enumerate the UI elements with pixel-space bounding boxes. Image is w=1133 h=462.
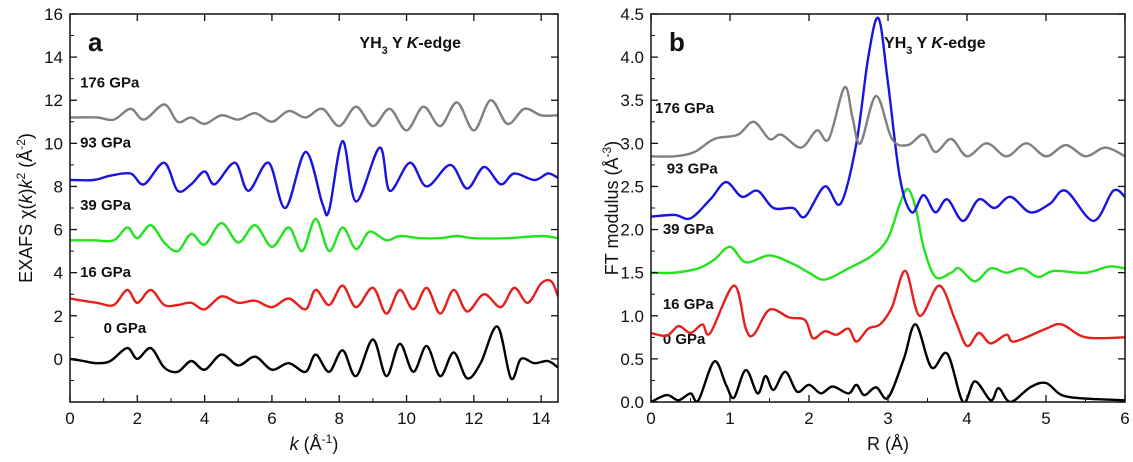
x-tick-label: 5 (1041, 409, 1050, 428)
y-tick-label: 1.0 (620, 307, 644, 326)
x-tick-label: 4 (962, 409, 971, 428)
y-tick-label: 1.5 (620, 264, 644, 283)
series-label: 16 GPa (663, 296, 715, 313)
series-label: 176 GPa (80, 74, 140, 91)
y-tick-label: 6 (54, 221, 63, 240)
y-tick-label: 4.5 (620, 5, 644, 24)
y-tick-label: 0.0 (620, 393, 644, 412)
x-tick-label: 1 (725, 409, 734, 428)
series-label: 176 GPa (655, 100, 715, 117)
panel-label: b (669, 27, 685, 57)
x-tick-label: 6 (1120, 409, 1129, 428)
y-tick-label: 4.0 (620, 48, 644, 67)
x-tick-label: 2 (804, 409, 813, 428)
x-tick-label: 0 (646, 409, 655, 428)
x-tick-label: 4 (200, 409, 209, 428)
series-label: 0 GPa (663, 331, 706, 348)
panel-label: a (88, 27, 103, 57)
edge-annotation: YH3 Y K-edge (359, 35, 461, 57)
y-axis-label: EXAFS χ(k)k2 (Å-2) (14, 133, 36, 283)
y-tick-label: 8 (54, 177, 63, 196)
plot-frame (69, 13, 559, 403)
x-tick-label: 10 (397, 409, 416, 428)
y-tick-label: 10 (44, 134, 63, 153)
x-tick-label: 0 (65, 409, 74, 428)
y-axis-label: FT modulus (Å-3) (600, 141, 622, 275)
series-line-176-gpa (70, 99, 558, 132)
series-label: 0 GPa (104, 320, 147, 337)
series-line-0-gpa (70, 325, 558, 381)
y-tick-label: 0.5 (620, 350, 644, 369)
series-label: 93 GPa (80, 135, 132, 152)
y-tick-label: 4 (54, 264, 63, 283)
series-line-176-gpa (651, 85, 1125, 158)
x-tick-label: 8 (335, 409, 344, 428)
series-label: 16 GPa (80, 264, 132, 281)
series-label: 39 GPa (80, 197, 132, 214)
x-tick-label: 2 (133, 409, 142, 428)
series-label: 39 GPa (663, 221, 715, 238)
x-tick-label: 6 (267, 409, 276, 428)
series-line-0-gpa (651, 323, 1125, 402)
series-label: 93 GPa (667, 161, 719, 178)
x-axis-label: R (Å) (867, 434, 909, 454)
y-tick-label: 12 (44, 91, 63, 110)
x-axis-label: k (Å-1) (290, 432, 339, 454)
y-tick-label: 2 (54, 307, 63, 326)
edge-annotation: YH3 Y K-edge (884, 35, 986, 57)
series-line-39-gpa (70, 217, 558, 253)
y-tick-label: 3.5 (620, 91, 644, 110)
y-tick-label: 14 (44, 48, 63, 67)
series-line-16-gpa (70, 278, 558, 315)
series-line-93-gpa (651, 16, 1125, 223)
x-tick-label: 3 (883, 409, 892, 428)
y-tick-label: 2.0 (620, 221, 644, 240)
panel-a: 0 GPa 16 GPa 39 GPa 93 GPa 176 GPa 0 2 4 6 8 10 12 1… (14, 5, 559, 454)
y-tick-label: 3.0 (620, 134, 644, 153)
series-line-16-gpa (651, 269, 1125, 348)
panel-b: 0 GPa 16 GPa 39 GPa 93 GPa 176 GPa 0 1 2 3 4 5 6 0.0… (600, 5, 1130, 454)
x-tick-label: 12 (464, 409, 483, 428)
x-tick-label: 14 (532, 409, 551, 428)
plot-frame (650, 13, 1126, 403)
y-tick-label: 0 (54, 350, 63, 369)
series-line-93-gpa (70, 139, 558, 217)
y-tick-label: 16 (44, 5, 63, 24)
series-line-39-gpa (651, 187, 1125, 283)
y-tick-label: 2.5 (620, 177, 644, 196)
